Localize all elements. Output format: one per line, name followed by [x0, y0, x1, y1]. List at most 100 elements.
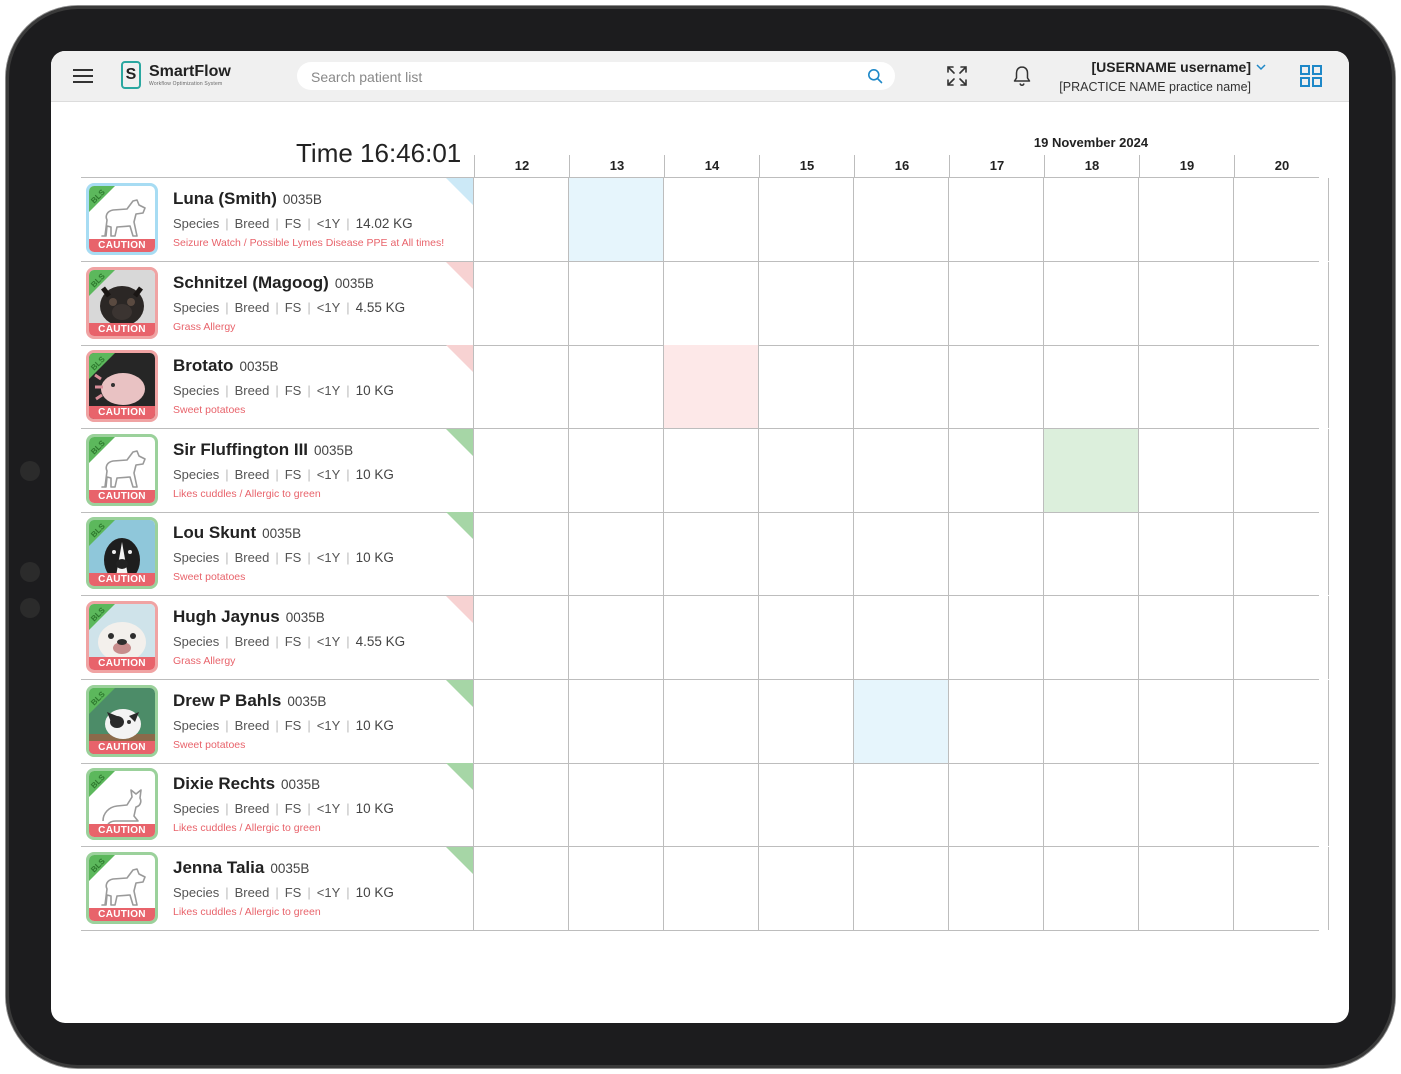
schedule-cell[interactable]	[1234, 512, 1329, 596]
day-column-header[interactable]: 15	[759, 155, 854, 177]
search-input[interactable]	[309, 62, 853, 92]
schedule-cell[interactable]	[569, 846, 664, 930]
schedule-cell[interactable]	[759, 846, 854, 930]
day-column-header[interactable]: 14	[664, 155, 759, 177]
schedule-cell[interactable]	[1234, 178, 1329, 261]
schedule-cell[interactable]	[664, 846, 759, 930]
day-column-header[interactable]: 12	[474, 155, 569, 177]
schedule-cell[interactable]	[854, 261, 949, 345]
schedule-cell[interactable]	[569, 679, 664, 763]
schedule-cell[interactable]	[1044, 596, 1139, 679]
schedule-cell[interactable]	[1139, 178, 1234, 261]
schedule-cell[interactable]	[949, 596, 1044, 679]
hamburger-menu-icon[interactable]	[73, 68, 93, 84]
schedule-cell[interactable]	[1139, 763, 1234, 847]
schedule-cell[interactable]	[569, 428, 664, 512]
patient-avatar[interactable]: BLS CAUTION	[86, 768, 158, 841]
schedule-cell[interactable]	[1234, 679, 1329, 763]
patient-card[interactable]: BLS CAUTION Jenna Talia 0035B Species | Breed |…	[81, 846, 474, 930]
schedule-cell[interactable]	[1234, 596, 1329, 679]
app-logo[interactable]: S SmartFlow Workflow Optimization System	[121, 61, 251, 93]
schedule-cell[interactable]	[1139, 679, 1234, 763]
patient-avatar[interactable]: BLS CAUTION	[86, 601, 158, 673]
schedule-cell[interactable]	[854, 428, 949, 512]
schedule-cell[interactable]	[854, 345, 949, 429]
schedule-cell[interactable]	[1139, 596, 1234, 679]
schedule-cell[interactable]	[949, 428, 1044, 512]
schedule-cell[interactable]	[1044, 763, 1139, 847]
schedule-cell[interactable]	[949, 261, 1044, 345]
schedule-cell[interactable]	[949, 512, 1044, 596]
schedule-cell[interactable]	[569, 763, 664, 847]
patient-card[interactable]: BLS CAUTION Hugh Jaynus 0035B Species | Breed |…	[81, 596, 474, 679]
schedule-cell[interactable]	[949, 846, 1044, 930]
schedule-cell[interactable]	[569, 178, 664, 261]
schedule-cell[interactable]	[949, 345, 1044, 429]
schedule-cell[interactable]	[474, 679, 569, 763]
day-column-header[interactable]: 20	[1234, 155, 1329, 177]
schedule-cell[interactable]	[474, 763, 569, 847]
schedule-cell[interactable]	[474, 846, 569, 930]
patient-card[interactable]: BLS CAUTION Schnitzel (Magoog) 0035B Species…	[81, 261, 474, 345]
schedule-cell[interactable]	[474, 596, 569, 679]
search-icon[interactable]	[867, 68, 883, 84]
schedule-cell[interactable]	[854, 846, 949, 930]
schedule-cell[interactable]	[854, 512, 949, 596]
schedule-cell[interactable]	[949, 679, 1044, 763]
patient-card[interactable]: BLS CAUTION Dixie Rechts 0035B Species | Breed…	[81, 763, 474, 847]
schedule-cell[interactable]	[569, 512, 664, 596]
schedule-cell[interactable]	[759, 261, 854, 345]
schedule-cell[interactable]	[854, 679, 949, 763]
patient-avatar[interactable]: BLS CAUTION	[86, 183, 158, 255]
schedule-cell[interactable]	[1044, 679, 1139, 763]
schedule-cell[interactable]	[474, 345, 569, 429]
schedule-cell[interactable]	[1044, 261, 1139, 345]
schedule-cell[interactable]	[1139, 261, 1234, 345]
apps-grid-icon[interactable]	[1299, 64, 1323, 88]
schedule-cell[interactable]	[854, 178, 949, 261]
schedule-cell[interactable]	[759, 596, 854, 679]
schedule-cell[interactable]	[854, 763, 949, 847]
schedule-cell[interactable]	[759, 428, 854, 512]
day-column-header[interactable]: 13	[569, 155, 664, 177]
schedule-cell[interactable]	[854, 596, 949, 679]
patient-avatar[interactable]: BLS CAUTION	[86, 350, 158, 423]
day-column-header[interactable]: 19	[1139, 155, 1234, 177]
schedule-cell[interactable]	[1234, 846, 1329, 930]
schedule-cell[interactable]	[1044, 846, 1139, 930]
schedule-cell[interactable]	[474, 512, 569, 596]
patient-avatar[interactable]: BLS CAUTION	[86, 266, 158, 339]
schedule-cell[interactable]	[474, 428, 569, 512]
schedule-cell[interactable]	[1139, 428, 1234, 512]
schedule-cell[interactable]	[664, 679, 759, 763]
schedule-cell[interactable]	[759, 679, 854, 763]
schedule-cell[interactable]	[949, 763, 1044, 847]
schedule-cell[interactable]	[759, 178, 854, 261]
schedule-cell[interactable]	[1139, 846, 1234, 930]
schedule-cell[interactable]	[1044, 345, 1139, 429]
schedule-cell[interactable]	[1234, 261, 1329, 345]
schedule-cell[interactable]	[664, 261, 759, 345]
patient-card[interactable]: BLS CAUTION Brotato 0035B Species | Breed | FS | <…	[81, 345, 474, 429]
schedule-cell[interactable]	[664, 428, 759, 512]
user-account-menu[interactable]: [USERNAME username] [PRACTICE NAME pract…	[1041, 58, 1269, 96]
schedule-cell[interactable]	[474, 261, 569, 345]
day-column-header[interactable]: 18	[1044, 155, 1139, 177]
schedule-cell[interactable]	[664, 345, 759, 429]
schedule-cell[interactable]	[1139, 512, 1234, 596]
patient-card[interactable]: BLS CAUTION Sir Fluffington III 0035B Specie…	[81, 428, 474, 512]
schedule-cell[interactable]	[1234, 345, 1329, 429]
fullscreen-expand-icon[interactable]	[946, 65, 968, 87]
patient-card[interactable]: BLS CAUTION Drew P Bahls 0035B Species | Breed…	[81, 679, 474, 763]
schedule-cell[interactable]	[949, 178, 1044, 261]
schedule-cell[interactable]	[474, 178, 569, 261]
patient-card[interactable]: BLS CAUTION Luna (Smith) 0035B Species | Breed…	[81, 178, 474, 261]
patient-avatar[interactable]: BLS CAUTION	[86, 433, 158, 506]
schedule-cell[interactable]	[1234, 428, 1329, 512]
patient-avatar[interactable]: BLS CAUTION	[86, 684, 158, 757]
patient-card[interactable]: BLS CAUTION Lou Skunt 0035B Species | Breed | FS…	[81, 512, 474, 596]
day-column-header[interactable]: 17	[949, 155, 1044, 177]
schedule-cell[interactable]	[664, 596, 759, 679]
schedule-cell[interactable]	[664, 763, 759, 847]
schedule-cell[interactable]	[664, 512, 759, 596]
